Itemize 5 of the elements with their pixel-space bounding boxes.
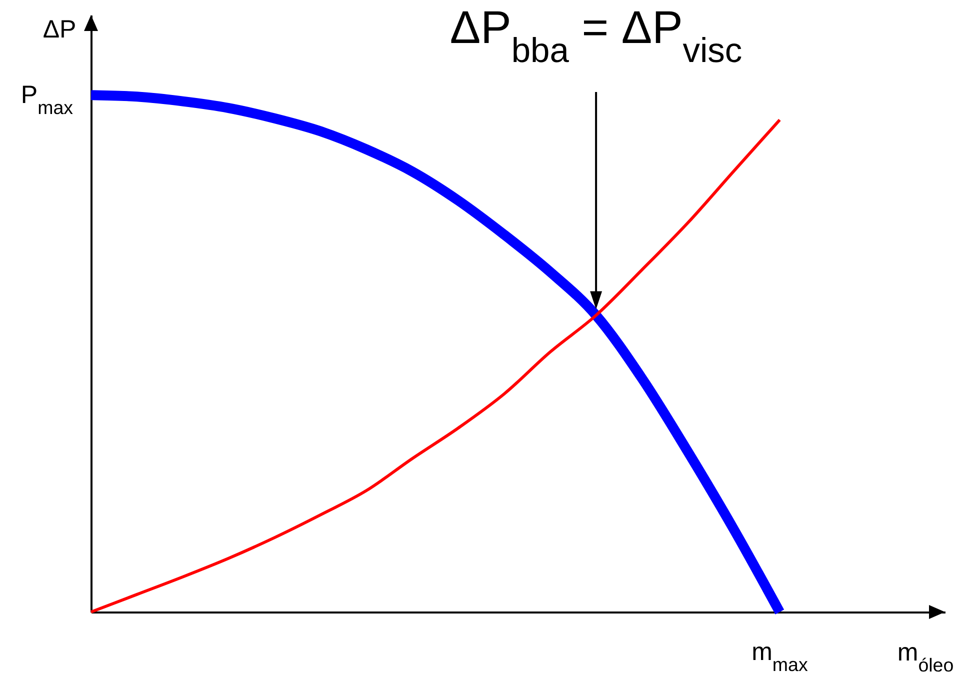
x-axis-title: m$_{óleo}$ xyxy=(897,638,954,675)
text: m$_{max}$ xyxy=(752,638,808,674)
y-axis-title: ΔP xyxy=(42,16,76,44)
annotation: P$_{max}$ xyxy=(20,81,74,118)
text: ΔP$_{bba}$ = ΔP$_{visc}$ xyxy=(450,1,742,70)
